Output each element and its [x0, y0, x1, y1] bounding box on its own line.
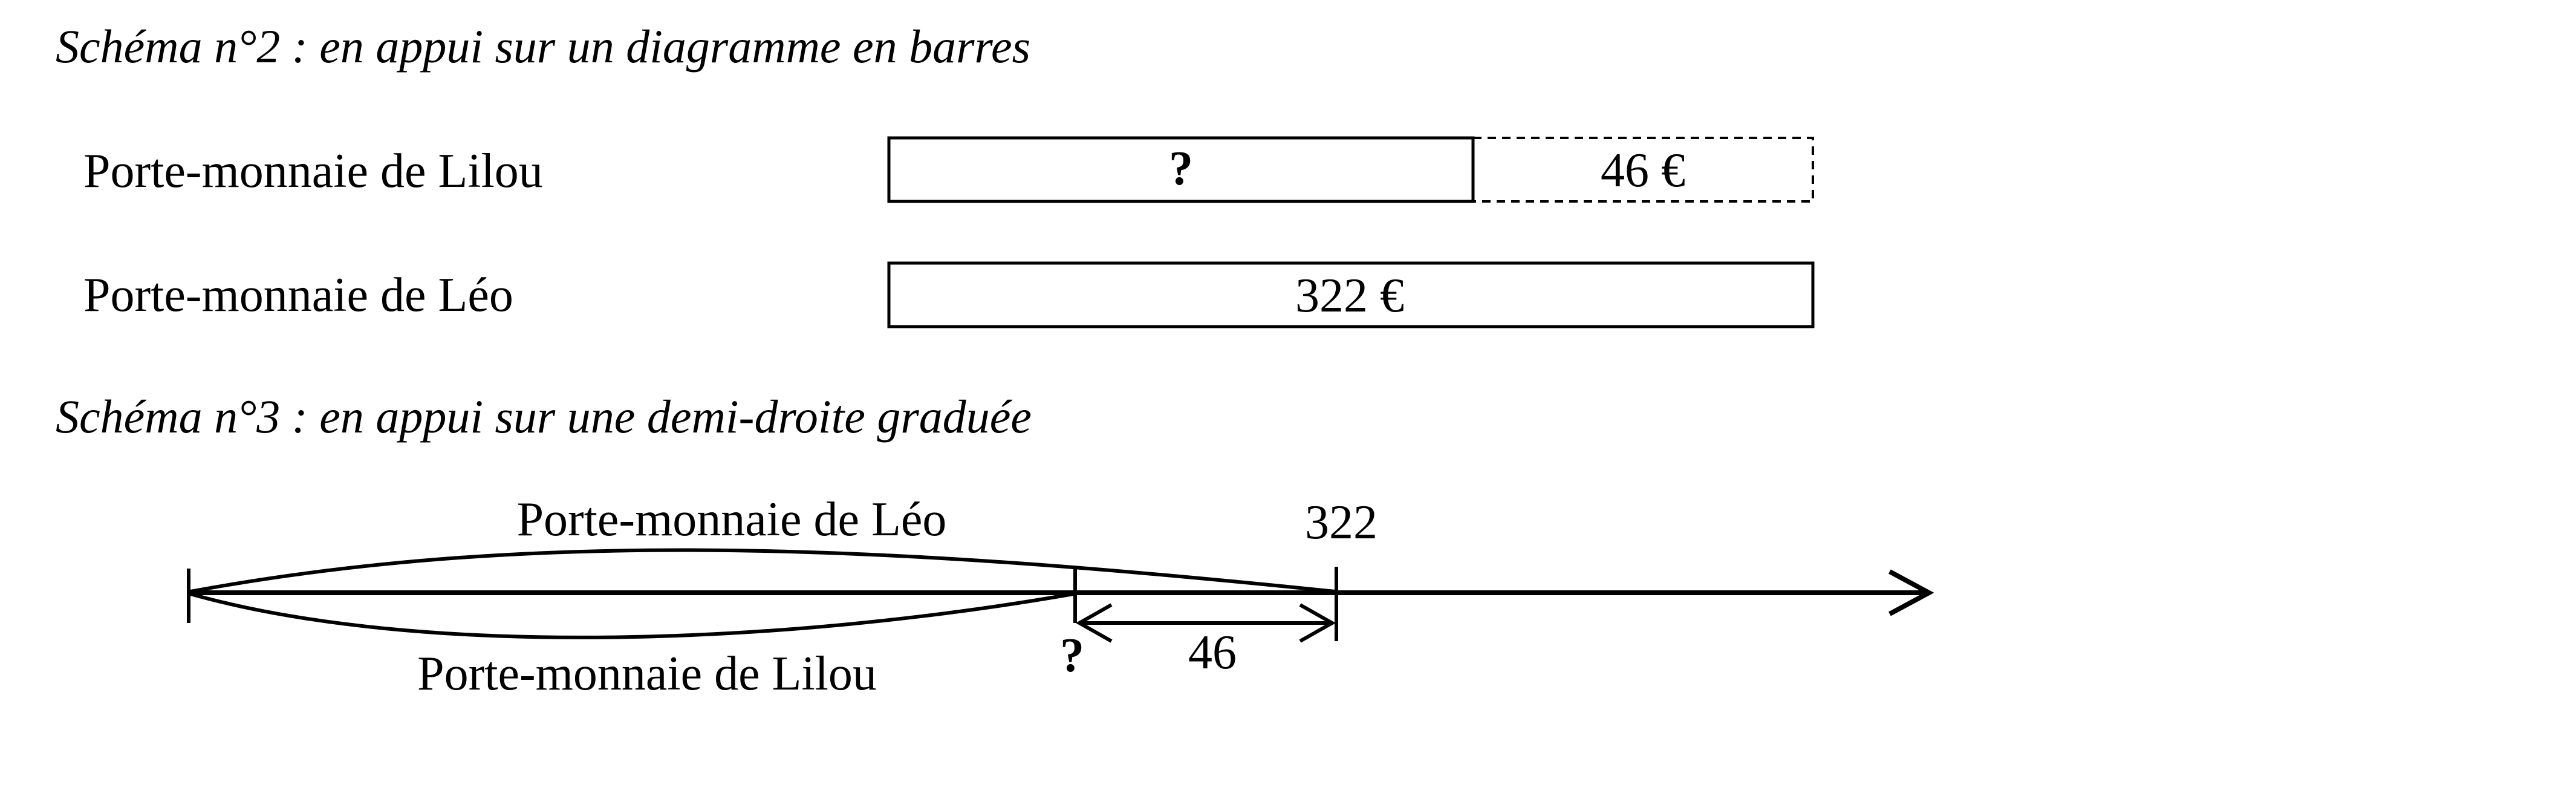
brace-leo — [190, 548, 1336, 593]
bar-leo-value-label: 322 € — [1295, 269, 1404, 322]
unknown-mark-label: ? — [1060, 629, 1084, 682]
bar-label-leo: Porte-monnaie de Léo — [83, 269, 513, 322]
bar-lilou-difference-label: 46 € — [1601, 144, 1685, 197]
difference-arrow-head-right — [1299, 603, 1336, 643]
schema3-title: Schéma n°3 : en appui sur une demi-droit… — [56, 390, 1032, 443]
bar-lilou-unknown-label: ? — [1169, 142, 1193, 195]
brace-lilou — [190, 592, 1074, 639]
bar-leo — [887, 261, 1815, 328]
bar-lilou-difference — [1472, 137, 1814, 203]
difference-label: 46 — [1188, 626, 1237, 679]
brace-lilou-label: Porte-monnaie de Lilou — [417, 647, 877, 700]
brace-leo-label: Porte-monnaie de Léo — [517, 493, 947, 546]
schema2-title: Schéma n°2 : en appui sur un diagramme e… — [56, 20, 1030, 73]
difference-arrow-head-left — [1075, 603, 1113, 643]
tick-322-label: 322 — [1305, 496, 1377, 549]
bar-diagram: ? 46 € 322 € — [887, 136, 1815, 328]
bar-label-lilou: Porte-monnaie de Lilou — [83, 145, 543, 198]
number-line-diagram: Porte-monnaie de Léo Porte-monnaie de Li… — [187, 493, 1934, 700]
half-line-arrow-head — [1888, 569, 1934, 616]
